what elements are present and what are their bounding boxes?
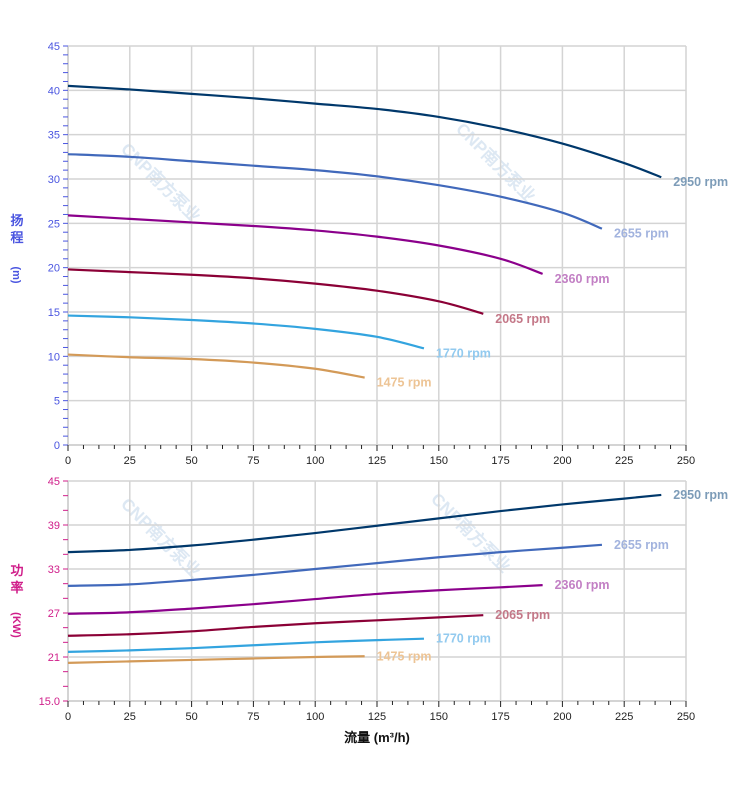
y-tick-label: 27 [48, 608, 60, 620]
y-tick-label: 25 [48, 218, 60, 230]
y-tick-label: 10 [48, 351, 60, 363]
x-tick-label: 175 [491, 455, 509, 467]
y-tick-label: 0 [54, 440, 60, 452]
x-tick-label: 125 [368, 711, 386, 723]
series-line-1475-rpm [67, 655, 365, 664]
series-line-2950-rpm [67, 84, 662, 179]
x-tick-label: 150 [430, 455, 448, 467]
series-line-1475-rpm [67, 353, 365, 379]
series-label: 1770 rpm [436, 632, 491, 646]
y-axis-unit: (KW) [10, 612, 22, 638]
series-line-2655-rpm [67, 153, 603, 230]
x-tick-label: 25 [124, 711, 136, 723]
x-tick-label: 50 [185, 711, 197, 723]
y-tick-label: 30 [48, 174, 60, 186]
x-tick-label: 0 [65, 711, 71, 723]
series-label: 2065 rpm [495, 608, 550, 622]
y-axis-title: 扬程 [10, 213, 23, 245]
x-tick-label: 225 [615, 455, 633, 467]
series-label: 2950 rpm [673, 488, 728, 502]
y-axis-unit: (m) [10, 266, 22, 283]
series-label: 2360 rpm [555, 272, 610, 286]
series-label: 1770 rpm [436, 346, 491, 360]
series-line-2655-rpm [67, 543, 603, 587]
series-label: 2655 rpm [614, 227, 669, 241]
series-line-2360-rpm [67, 584, 543, 615]
y-tick-label: 45 [48, 41, 60, 53]
x-tick-label: 250 [677, 711, 695, 723]
y-tick-label: 5 [54, 396, 60, 408]
series-label: 2950 rpm [673, 175, 728, 189]
series-label: 2360 rpm [555, 578, 610, 592]
x-tick-label: 100 [306, 711, 324, 723]
x-tick-label: 200 [553, 711, 571, 723]
x-tick-label: 200 [553, 455, 571, 467]
y-axis-title: 功率 [10, 563, 23, 595]
series-label: 1475 rpm [377, 649, 432, 663]
y-tick-label: 39 [48, 520, 60, 532]
y-tick-label: 45 [48, 476, 60, 488]
x-tick-label: 50 [185, 455, 197, 467]
series-line-1770-rpm [67, 314, 425, 350]
y-tick-label: 15.0 [39, 696, 60, 708]
series-line-2360-rpm [67, 214, 543, 275]
watermark-text: CNP南方泵业 [452, 119, 540, 207]
x-tick-label: 250 [677, 455, 695, 467]
series-line-2065-rpm [67, 614, 484, 637]
y-tick-label: 20 [48, 263, 60, 275]
x-tick-label: 25 [124, 455, 136, 467]
x-tick-label: 125 [368, 455, 386, 467]
y-tick-label: 40 [48, 85, 60, 97]
x-tick-label: 75 [247, 711, 259, 723]
watermark-text: CNP南方泵业 [427, 489, 515, 577]
x-tick-label: 175 [491, 711, 509, 723]
x-tick-label: 225 [615, 711, 633, 723]
x-tick-label: 100 [306, 455, 324, 467]
series-label: 2065 rpm [495, 312, 550, 326]
y-tick-label: 15 [48, 307, 60, 319]
y-tick-label: 21 [48, 652, 60, 664]
series-label: 2655 rpm [614, 538, 669, 552]
x-tick-label: 150 [430, 711, 448, 723]
series-line-1770-rpm [67, 637, 425, 653]
x-axis-title: 流量 (m³/h) [344, 730, 410, 745]
x-tick-label: 0 [65, 455, 71, 467]
x-tick-label: 75 [247, 455, 259, 467]
y-tick-label: 35 [48, 130, 60, 142]
series-line-2065-rpm [67, 268, 484, 315]
series-line-2950-rpm [67, 493, 662, 554]
series-label: 1475 rpm [377, 376, 432, 390]
y-tick-label: 33 [48, 564, 60, 576]
